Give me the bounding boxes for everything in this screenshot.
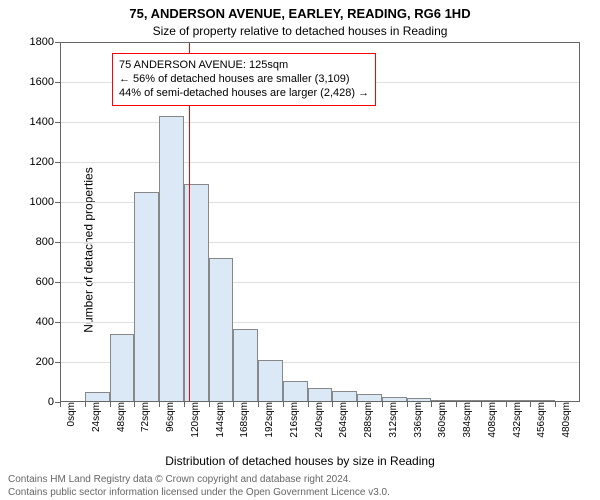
xtick-mark bbox=[283, 402, 284, 407]
ytick-label: 1800 bbox=[30, 36, 60, 48]
ytick-label: 600 bbox=[36, 276, 60, 288]
histogram-bar bbox=[258, 360, 283, 402]
xtick-mark bbox=[110, 402, 111, 407]
annotation-line: 75 ANDERSON AVENUE: 125sqm bbox=[119, 58, 369, 72]
xtick-mark bbox=[357, 402, 358, 407]
xtick-mark bbox=[431, 402, 432, 407]
chart-title-sub: Size of property relative to detached ho… bbox=[0, 24, 600, 38]
xtick-label: 24sqm bbox=[89, 402, 102, 432]
xtick-mark bbox=[85, 402, 86, 407]
xtick-label: 72sqm bbox=[138, 402, 151, 432]
xtick-mark bbox=[60, 402, 61, 407]
xtick-mark bbox=[308, 402, 309, 407]
ytick-label: 1400 bbox=[30, 116, 60, 128]
xtick-mark bbox=[555, 402, 556, 407]
xtick-label: 408sqm bbox=[485, 402, 498, 438]
x-axis-line bbox=[60, 401, 580, 402]
footer-text-1: Contains HM Land Registry data © Crown c… bbox=[8, 474, 351, 485]
xtick-mark bbox=[382, 402, 383, 407]
xtick-label: 144sqm bbox=[213, 402, 226, 438]
right-axis-line bbox=[579, 42, 580, 402]
histogram-bar bbox=[308, 388, 333, 402]
xtick-label: 48sqm bbox=[114, 402, 127, 432]
xtick-mark bbox=[407, 402, 408, 407]
ytick-label: 400 bbox=[36, 316, 60, 328]
xtick-label: 168sqm bbox=[237, 402, 250, 438]
xtick-mark bbox=[184, 402, 185, 407]
xtick-label: 384sqm bbox=[460, 402, 473, 438]
histogram-bar bbox=[110, 334, 135, 402]
xtick-mark bbox=[134, 402, 135, 407]
xtick-label: 216sqm bbox=[287, 402, 300, 438]
histogram-bar bbox=[184, 184, 209, 402]
ytick-label: 1200 bbox=[30, 156, 60, 168]
chart-container: { "title_main": "75, ANDERSON AVENUE, EA… bbox=[0, 0, 600, 500]
x-axis-label: Distribution of detached houses by size … bbox=[0, 454, 600, 468]
histogram-bar bbox=[233, 329, 258, 402]
top-axis-line bbox=[60, 42, 580, 43]
histogram-bar bbox=[134, 192, 159, 402]
footer-text-2: Contains public sector information licen… bbox=[8, 487, 390, 498]
ytick-label: 1600 bbox=[30, 76, 60, 88]
xtick-label: 480sqm bbox=[559, 402, 572, 438]
histogram-bar bbox=[209, 258, 234, 402]
annotation-line: ← 56% of detached houses are smaller (3,… bbox=[119, 72, 369, 86]
gridline bbox=[60, 122, 580, 123]
gridline bbox=[60, 162, 580, 163]
ytick-label: 200 bbox=[36, 356, 60, 368]
xtick-mark bbox=[530, 402, 531, 407]
xtick-mark bbox=[506, 402, 507, 407]
xtick-label: 240sqm bbox=[312, 402, 325, 438]
ytick-label: 0 bbox=[48, 396, 60, 408]
ytick-label: 1000 bbox=[30, 196, 60, 208]
xtick-mark bbox=[456, 402, 457, 407]
xtick-mark bbox=[258, 402, 259, 407]
xtick-label: 288sqm bbox=[361, 402, 374, 438]
ytick-label: 800 bbox=[36, 236, 60, 248]
xtick-label: 96sqm bbox=[163, 402, 176, 432]
histogram-bar bbox=[159, 116, 184, 402]
xtick-label: 360sqm bbox=[435, 402, 448, 438]
xtick-mark bbox=[209, 402, 210, 407]
histogram-bar bbox=[283, 381, 308, 402]
y-axis-line bbox=[60, 42, 61, 402]
xtick-label: 192sqm bbox=[262, 402, 275, 438]
xtick-mark bbox=[233, 402, 234, 407]
xtick-label: 0sqm bbox=[64, 402, 77, 426]
xtick-mark bbox=[159, 402, 160, 407]
xtick-label: 312sqm bbox=[386, 402, 399, 438]
annotation-line: 44% of semi-detached houses are larger (… bbox=[119, 86, 369, 100]
chart-title-main: 75, ANDERSON AVENUE, EARLEY, READING, RG… bbox=[0, 6, 600, 21]
xtick-label: 120sqm bbox=[188, 402, 201, 438]
xtick-mark bbox=[481, 402, 482, 407]
annotation-box: 75 ANDERSON AVENUE: 125sqm← 56% of detac… bbox=[112, 53, 376, 106]
xtick-label: 336sqm bbox=[411, 402, 424, 438]
plot-area: 0200400600800100012001400160018000sqm24s… bbox=[60, 42, 580, 402]
xtick-mark bbox=[332, 402, 333, 407]
xtick-label: 456sqm bbox=[534, 402, 547, 438]
xtick-label: 264sqm bbox=[336, 402, 349, 438]
xtick-label: 432sqm bbox=[510, 402, 523, 438]
